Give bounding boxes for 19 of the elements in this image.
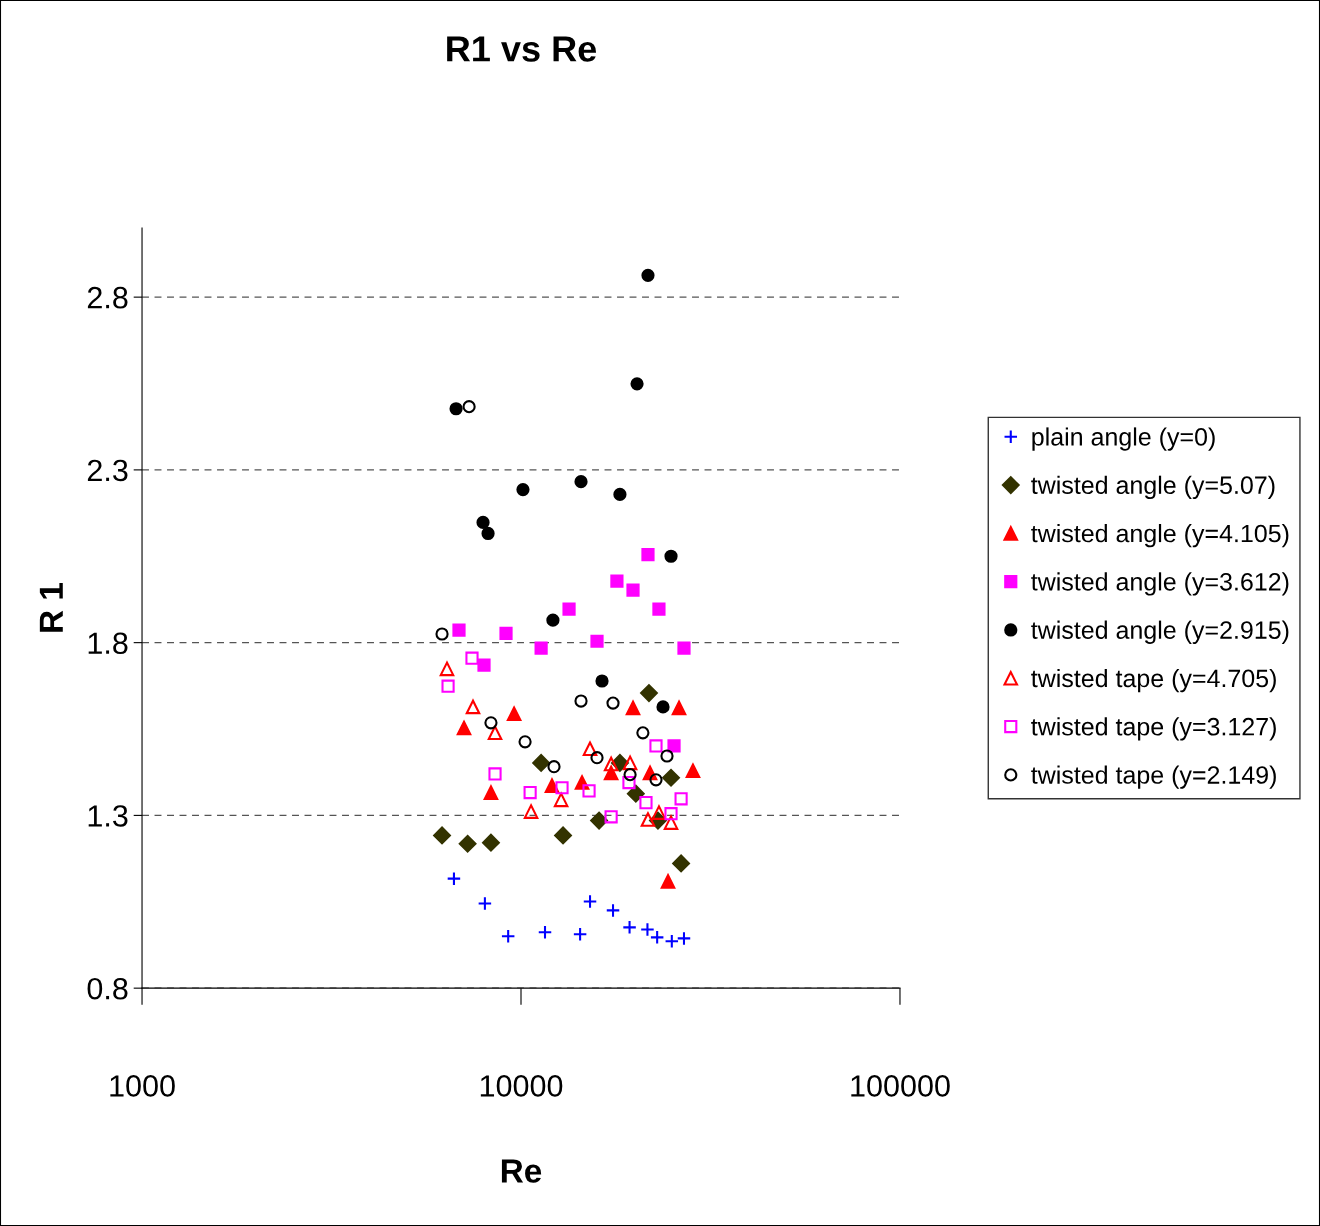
x-axis-title: Re <box>501 1159 542 1183</box>
x-tick-label: 1000 <box>110 1075 175 1097</box>
y-tick-label: 0.8 <box>87 977 128 1000</box>
y-axis-title: R 1 <box>39 583 63 632</box>
chart-title: R1 vs Re <box>447 36 597 62</box>
y-tick-label: 1.3 <box>88 805 128 827</box>
legend-label: twisted tape (y=2.149) <box>1031 765 1276 789</box>
y-tick-label: 1.8 <box>88 632 128 655</box>
legend-label: twisted angle (y=3.612) <box>1031 572 1289 596</box>
legend-label: twisted angle (y=5.07) <box>1031 475 1275 499</box>
legend-label: twisted angle (y=4.105) <box>1031 523 1289 548</box>
legend-label: twisted tape (y=4.705) <box>1031 668 1276 693</box>
x-tick-label: 100000 <box>851 1075 950 1097</box>
legend-label: twisted tape (y=3.127) <box>1031 717 1276 741</box>
legend-label: plain angle (y=0) <box>1032 427 1215 451</box>
legend-label: twisted angle (y=2.915) <box>1031 620 1289 644</box>
y-tick-label: 2.3 <box>87 459 128 482</box>
x-tick-label: 10000 <box>480 1075 563 1097</box>
y-tick-label: 2.8 <box>87 286 128 309</box>
